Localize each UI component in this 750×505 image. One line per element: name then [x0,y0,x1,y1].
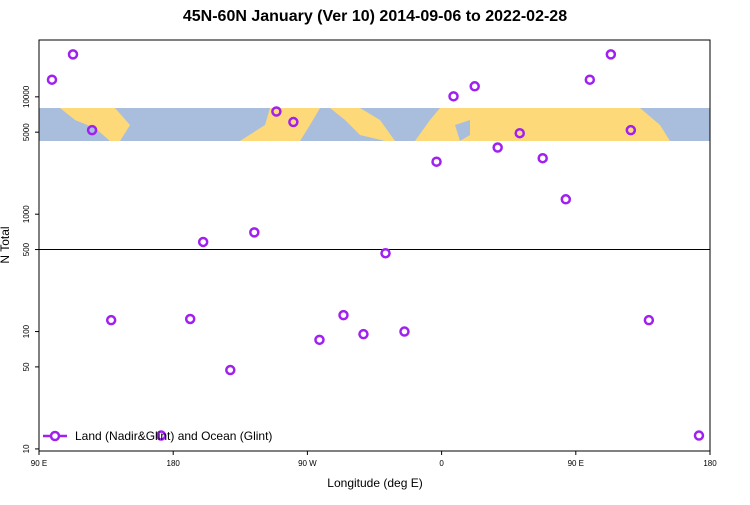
y-tick-label: 100 [22,324,31,338]
data-point [514,127,525,139]
data-point [605,49,617,60]
x-tick-label: 90 E [568,459,584,468]
chart-title: 45N-60N January (Ver 10) 2014-09-06 to 2… [183,8,567,25]
x-tick-label: 180 [703,459,717,468]
data-point [249,227,260,238]
data-point [86,124,98,136]
data-point [448,91,459,102]
x-tick-label: 0 [439,459,444,468]
data-point [46,74,58,85]
data-point [197,236,209,248]
y-tick-label: 5000 [22,123,31,141]
data-point [469,81,480,92]
data-point [155,430,167,441]
map-band [39,108,710,141]
legend-marker [49,430,61,442]
y-axis-label: N Total [0,226,12,263]
y-tick-label: 1000 [22,205,31,223]
data-point [537,152,548,164]
x-axis-label: Longitude (deg E) [327,476,422,490]
data-point [67,49,79,60]
y-tick-label: 500 [22,242,31,256]
data-point [288,116,299,128]
data-point [225,364,236,376]
data-point [431,156,442,167]
data-point [625,124,637,136]
data-point [380,247,391,259]
y-tick-label: 50 [22,362,31,371]
plot-frame [38,39,711,452]
data-point [492,142,503,153]
data-point [399,326,410,337]
data-point [358,328,369,340]
legend-label: Land (Nadir&Glint) and Ocean (Glint) [75,429,272,443]
data-point [271,106,282,117]
x-tick-label: 90 E [31,459,47,468]
data-point [584,74,596,85]
data-point [314,334,325,346]
y-tick-label: 10000 [22,85,31,108]
data-point [338,309,349,321]
x-tick-label: 90 W [298,459,317,468]
y-tick-label: 10 [22,444,31,453]
data-point [560,194,572,205]
x-tick-label: 180 [167,459,181,468]
data-point [643,314,655,326]
data-point [693,430,705,441]
data-point [184,313,196,325]
data-point [105,314,117,326]
